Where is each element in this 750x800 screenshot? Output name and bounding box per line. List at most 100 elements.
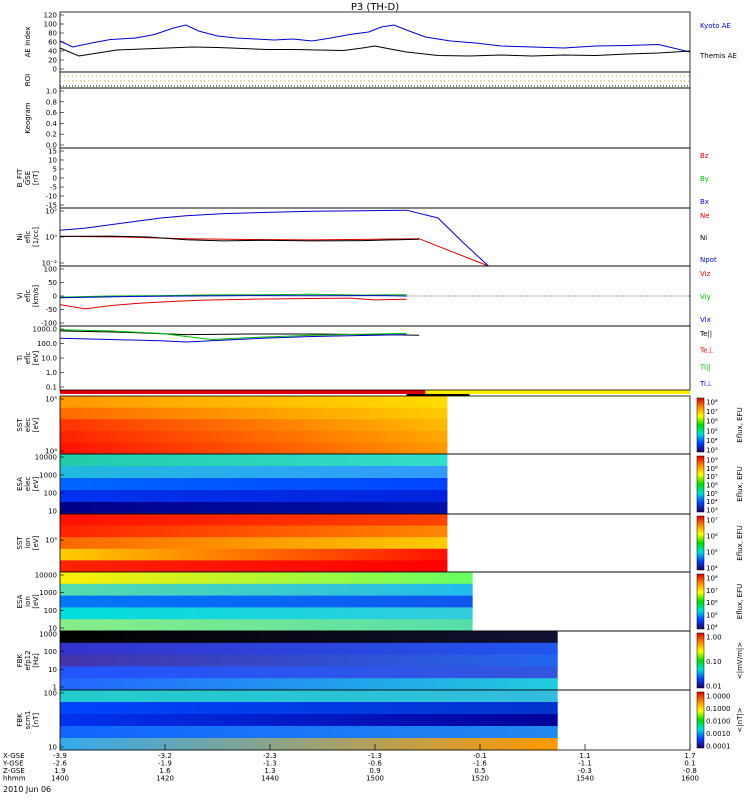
heatmap-band [60,678,558,691]
x-axis-row-name: hhmm [3,775,26,783]
panel-fbk_b: 1.0000 0.1000 0.0100 0.0010 0.0001 <|nT|> 100 1… [16,690,744,752]
heatmap-band [60,690,558,703]
y-axis-label: eflc [24,231,32,244]
y-tick-label: 1000 [39,472,57,480]
panel-roi: ROI [24,71,691,89]
heatmap-band [60,607,473,620]
y-tick-label: -50 [46,306,57,314]
heatmap-band [60,619,473,632]
y-axis-label: eflc [24,352,32,365]
legend-entry: Bz [700,152,709,160]
colorbar-label: <|mV/m|> [736,642,744,679]
colorbar-label: Eflux, EFU [736,466,744,501]
heatmap-band [60,666,558,679]
y-tick-label: 10 [48,625,57,633]
y-axis-label: [km/s] [32,285,40,308]
x-tick-label: -3.9 [53,752,67,760]
colorbar-tick-label: 0.0010 [706,730,731,738]
x-tick-label: -0.8 [683,767,697,775]
panel-frame [59,87,691,149]
y-tick-label: 0.6 [46,109,58,117]
colorbar-tick-label: 10⁷ [706,587,718,595]
colorbar-label: Eflux, EFU [736,525,744,560]
y-axis-label: scm1 [24,711,32,730]
legend-entry: Ni [700,234,707,242]
x-axis-row-name: Z-GSE [3,767,25,775]
y-tick-label: -100 [41,320,57,328]
y-tick-label: 1.0 [46,88,57,96]
heatmap-band [60,419,448,432]
x-tick-label: 1500 [366,775,384,783]
colorbar-tick-label: 10³ [706,507,718,515]
y-tick-label: 80 [48,30,57,38]
y-tick-label: -5 [50,184,57,192]
y-axis-label: [nT] [32,713,40,727]
heatmap-band [60,560,448,573]
y-axis-label: ion [24,538,32,549]
colorbar-tick-label: 10⁶ [706,418,718,426]
y-axis-label: elec [24,418,32,433]
colorbar-tick-label: 10⁷ [706,473,718,481]
heatmap-band [60,454,448,467]
y-axis-label: [eV] [32,535,40,550]
series-line [59,329,407,341]
y-axis-label: FBK [16,653,24,667]
panel-temperature: Te|| Te⊥ Ti|| Ti⊥ 1000.0 100.0 10.0 1.0 0.1 Ti efl… [16,326,714,392]
y-axis-label: [1/cc] [32,227,40,247]
y-tick-label: 10 [48,666,57,674]
x-tick-label: -2.6 [53,760,67,768]
panel-fbk_e: 1.00 0.10 0.01 <|mV/m|> 1000 100 10 1 FBK efp12 [H… [16,631,744,692]
heatmap-band [60,595,473,608]
y-axis-label: elec [24,477,32,492]
legend-entry: Bx [700,198,709,206]
legend-entry: Npot [700,256,717,264]
legend-entry: Te⊥ [699,347,714,355]
y-tick-label: 100.0 [37,340,57,348]
y-tick-label: 60 [48,39,57,47]
series-line [59,293,407,298]
date-label: 2010 Jun 06 [3,785,51,794]
colorbar-tick-label: 10⁶ [706,533,718,541]
x-tick-label: 1.7 [684,752,695,760]
plot-title: P3 (TH-D) [351,2,399,13]
colorbar-tick-label: 10⁶ [706,482,718,490]
colorbar-tick-label: 0.01 [706,683,722,691]
y-axis-label: SST [16,418,24,432]
y-tick-label: 10 [48,157,57,165]
y-tick-label: 10 [48,744,57,752]
y-axis-label: ESA [16,594,24,608]
heatmap-band [60,642,558,656]
y-axis-label: GSE [24,171,32,185]
y-tick-label: 100 [44,607,57,615]
panel-velocity: Viz Viy Vix 100 50 0 -50 -100 Vi eflc [km/s] [16,266,711,328]
y-tick-label: 0 [53,175,57,183]
y-axis-label: [eV] [32,594,40,609]
heatmap-band [60,442,448,455]
y-tick-label: 0.1 [46,384,57,392]
y-tick-label: 10⁴ [45,448,57,456]
colorbar-tick-label: 10⁶ [706,599,718,607]
legend-entry: Te|| [699,330,712,338]
x-tick-label: -1.3 [263,760,277,768]
y-tick-label: -10 [46,193,57,201]
series-line [59,209,489,267]
y-tick-label: 10 [48,508,57,516]
x-tick-label: 1420 [156,775,174,783]
series-line [59,330,420,336]
mode-bar-yellow [425,390,690,394]
heatmap-band [60,430,448,443]
heatmap-band [60,407,448,420]
y-axis-label: Ti [16,355,24,362]
x-tick-label: -1.6 [473,760,487,768]
x-tick-label: 1.1 [579,752,590,760]
colorbar-tick-label: 10⁵ [706,490,718,498]
x-tick-label: 1440 [261,775,279,783]
panel-esa_i: 10⁸ 10⁷ 10⁶ 10⁵ 10⁴ Eflux, EFU 10000 1000 100 10 E… [16,572,744,633]
y-tick-label: 10.0 [41,355,57,363]
colorbar-tick-label: 0.0100 [706,718,731,726]
colorbar [696,515,705,571]
y-tick-label: 10⁻² [42,260,58,268]
